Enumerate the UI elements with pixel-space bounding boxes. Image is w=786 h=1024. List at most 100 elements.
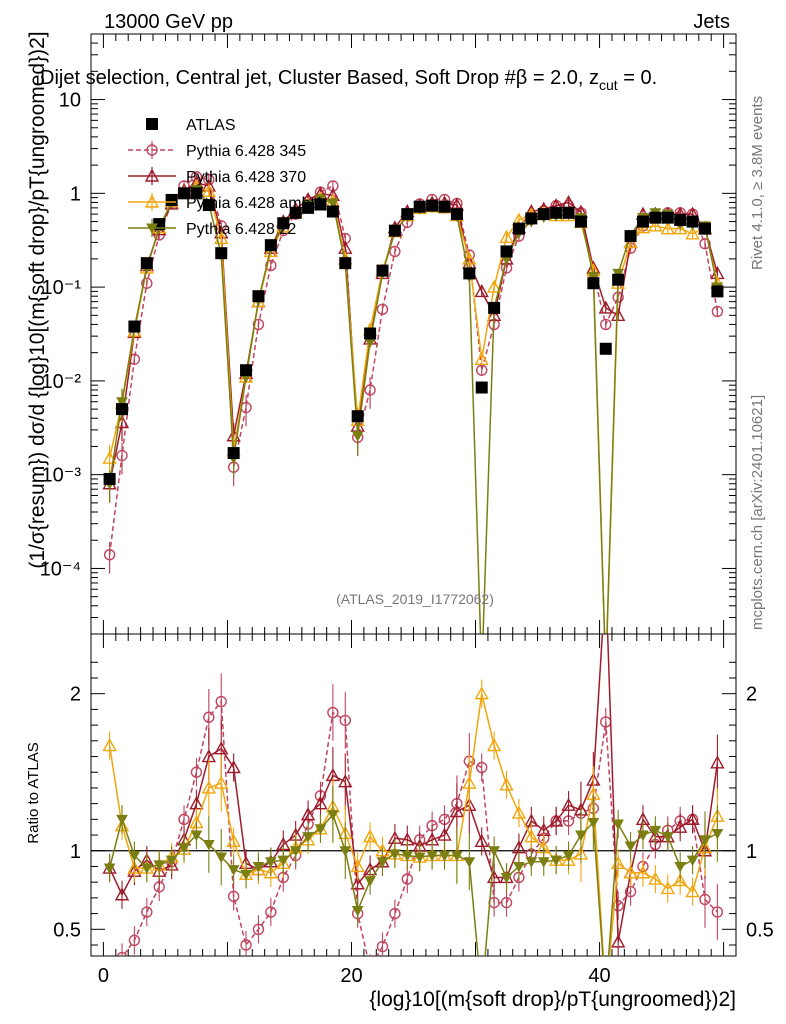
- data-point: [562, 206, 575, 219]
- ratio-point: [214, 775, 229, 789]
- ratio-series-group: [102, 634, 725, 956]
- ratio-point: [277, 855, 290, 867]
- ratio-point: [648, 871, 663, 885]
- data-point: [103, 549, 116, 561]
- ratio-point: [203, 711, 215, 723]
- legend-item: Pythia 6.428 345: [128, 141, 306, 160]
- ratio-point: [227, 865, 240, 876]
- x-tick-label: 20: [340, 965, 362, 987]
- ratio-point: [673, 819, 688, 833]
- ratio-point: [114, 887, 130, 901]
- data-point: [252, 318, 265, 331]
- ratio-point: [401, 850, 414, 862]
- y-axis-label-main: (1/σ{resum}) dσ/d {log}10[(m{soft drop}/…: [26, 31, 49, 568]
- ratio-point: [302, 832, 314, 843]
- data-point: [227, 447, 240, 460]
- ratio-point: [624, 841, 637, 853]
- ratio-point: [711, 906, 724, 918]
- legend-label: Pythia 6.428 z2: [186, 221, 296, 238]
- data-point: [574, 215, 587, 228]
- data-point: [649, 211, 662, 224]
- data-point: [673, 221, 688, 235]
- ratio-point: [524, 829, 539, 843]
- title-beta: β = 2.0, z: [516, 67, 599, 89]
- ratio-point: [376, 857, 389, 868]
- data-point: [587, 277, 600, 290]
- data-point: [474, 283, 489, 298]
- data-point: [537, 208, 550, 221]
- data-point: [450, 208, 463, 221]
- data-point: [476, 364, 488, 376]
- ratio-point: [362, 829, 378, 843]
- ratio-point: [300, 807, 316, 821]
- legend-item: ATLAS: [146, 117, 236, 134]
- ratio-point: [226, 833, 241, 848]
- data-point: [685, 226, 700, 240]
- mcplots-label: mcplots.cern.ch [arXiv:2401.10621]: [749, 395, 766, 630]
- ratio-y-tick-label: 1: [70, 841, 81, 863]
- data-point: [140, 257, 153, 270]
- y-axis-label-ratio: Ratio to ATLAS: [25, 742, 42, 843]
- ratio-point: [153, 860, 166, 871]
- ratio-point: [178, 843, 190, 854]
- ratio-point: [128, 934, 141, 946]
- ratio-point: [476, 761, 488, 774]
- ratio-y-tick-label-right: 1: [746, 841, 757, 863]
- ratio-point: [265, 906, 277, 918]
- data-point: [486, 279, 502, 293]
- ratio-point: [364, 876, 376, 887]
- ratio-point: [240, 939, 252, 951]
- ratio-point: [201, 780, 217, 794]
- ratio-point: [214, 741, 229, 755]
- ratio-point: [610, 934, 626, 948]
- data-point: [488, 301, 501, 314]
- ratio-point: [141, 906, 153, 918]
- ratio-point: [699, 893, 711, 906]
- ratio-point: [637, 830, 649, 842]
- y-tick-label: 10⁻³: [42, 465, 82, 487]
- ratio-point: [289, 846, 302, 857]
- ratio-point: [350, 859, 365, 873]
- ratio-point: [674, 861, 687, 873]
- ratio-point: [190, 766, 203, 778]
- title-cut-sub: cut: [599, 77, 618, 93]
- legend-item: Pythia 6.428 z2: [128, 219, 296, 238]
- ratio-point: [550, 855, 562, 867]
- data-point: [339, 257, 352, 270]
- ratio-point: [488, 846, 500, 857]
- ratio-point: [612, 819, 625, 831]
- data-point: [686, 215, 699, 228]
- ratio-point: [451, 850, 463, 862]
- ratio-point: [313, 796, 328, 810]
- ratio-point: [537, 857, 550, 868]
- data-point: [326, 205, 339, 218]
- ratio-point: [116, 951, 128, 956]
- legend-marker: [146, 223, 158, 235]
- data-point: [327, 198, 339, 209]
- data-point: [190, 187, 203, 200]
- ratio-series-pythia-6-428-z2: [103, 786, 724, 956]
- ratio-point: [215, 852, 228, 864]
- data-point: [116, 397, 128, 408]
- data-point: [178, 187, 191, 200]
- series-atlas: [103, 187, 724, 485]
- legend-marker: [146, 118, 158, 130]
- data-point: [388, 224, 401, 237]
- data-point: [215, 247, 228, 260]
- data-point: [699, 238, 711, 250]
- y-tick-label: 10: [59, 90, 81, 112]
- ratio-point: [437, 827, 452, 841]
- ratio-point: [699, 835, 711, 846]
- data-point: [277, 217, 290, 230]
- data-point: [475, 381, 488, 394]
- ratio-point: [339, 714, 351, 727]
- data-point: [610, 307, 626, 322]
- data-point: [711, 305, 724, 318]
- ratio-point: [511, 805, 527, 819]
- ratio-point: [227, 890, 240, 903]
- legend-item: Pythia 6.428 370: [128, 167, 306, 186]
- ratio-point: [685, 811, 700, 826]
- data-point: [289, 206, 302, 219]
- ratio-point: [548, 813, 564, 827]
